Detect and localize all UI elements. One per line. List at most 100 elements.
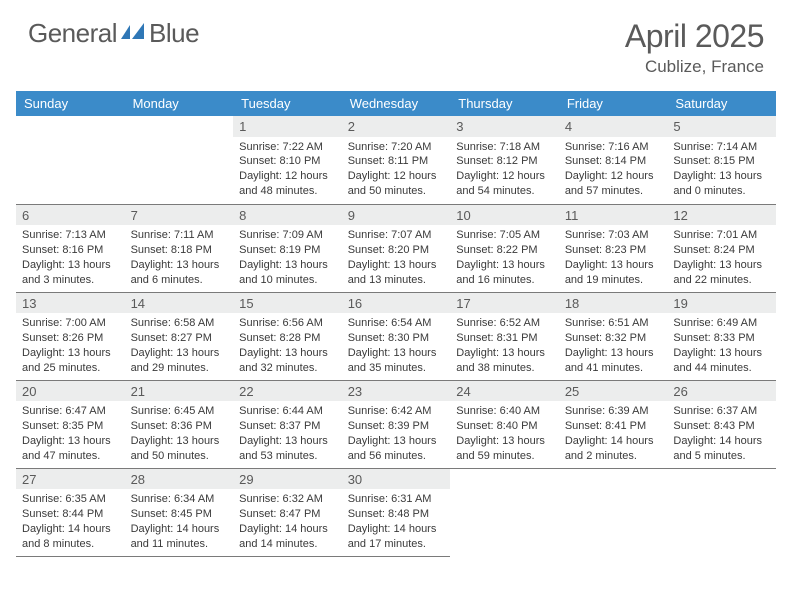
calendar-day-cell: 19Sunrise: 6:49 AMSunset: 8:33 PMDayligh… bbox=[667, 292, 776, 380]
calendar-day-cell bbox=[125, 116, 234, 204]
calendar-day-cell: 16Sunrise: 6:54 AMSunset: 8:30 PMDayligh… bbox=[342, 292, 451, 380]
calendar-day-cell: 2Sunrise: 7:20 AMSunset: 8:11 PMDaylight… bbox=[342, 116, 451, 204]
day-details: Sunrise: 7:18 AMSunset: 8:12 PMDaylight:… bbox=[450, 137, 559, 203]
day-details: Sunrise: 7:00 AMSunset: 8:26 PMDaylight:… bbox=[16, 313, 125, 379]
day-details: Sunrise: 6:47 AMSunset: 8:35 PMDaylight:… bbox=[16, 401, 125, 467]
day-number: 20 bbox=[16, 381, 125, 402]
day-details: Sunrise: 6:49 AMSunset: 8:33 PMDaylight:… bbox=[667, 313, 776, 379]
day-details: Sunrise: 7:11 AMSunset: 8:18 PMDaylight:… bbox=[125, 225, 234, 291]
calendar-day-cell: 26Sunrise: 6:37 AMSunset: 8:43 PMDayligh… bbox=[667, 380, 776, 468]
calendar-day-cell: 3Sunrise: 7:18 AMSunset: 8:12 PMDaylight… bbox=[450, 116, 559, 204]
day-number: 19 bbox=[667, 293, 776, 314]
day-details: Sunrise: 6:51 AMSunset: 8:32 PMDaylight:… bbox=[559, 313, 668, 379]
day-details: Sunrise: 6:45 AMSunset: 8:36 PMDaylight:… bbox=[125, 401, 234, 467]
day-details: Sunrise: 7:07 AMSunset: 8:20 PMDaylight:… bbox=[342, 225, 451, 291]
calendar-day-cell: 29Sunrise: 6:32 AMSunset: 8:47 PMDayligh… bbox=[233, 468, 342, 556]
calendar-day-cell: 23Sunrise: 6:42 AMSunset: 8:39 PMDayligh… bbox=[342, 380, 451, 468]
day-number: 1 bbox=[233, 116, 342, 137]
calendar-day-cell: 20Sunrise: 6:47 AMSunset: 8:35 PMDayligh… bbox=[16, 380, 125, 468]
day-number: 9 bbox=[342, 205, 451, 226]
day-number: 28 bbox=[125, 469, 234, 490]
day-number: 17 bbox=[450, 293, 559, 314]
location-label: Cublize, France bbox=[625, 57, 764, 77]
day-number: 11 bbox=[559, 205, 668, 226]
calendar-day-cell: 24Sunrise: 6:40 AMSunset: 8:40 PMDayligh… bbox=[450, 380, 559, 468]
day-number: 10 bbox=[450, 205, 559, 226]
day-details: Sunrise: 7:01 AMSunset: 8:24 PMDaylight:… bbox=[667, 225, 776, 291]
weekday-header: Thursday bbox=[450, 91, 559, 116]
brand-logo: General Blue bbox=[28, 18, 199, 49]
calendar-table: Sunday Monday Tuesday Wednesday Thursday… bbox=[16, 91, 776, 557]
day-number: 4 bbox=[559, 116, 668, 137]
day-details: Sunrise: 7:09 AMSunset: 8:19 PMDaylight:… bbox=[233, 225, 342, 291]
wave-icon bbox=[120, 21, 146, 46]
day-number: 13 bbox=[16, 293, 125, 314]
calendar-day-cell: 12Sunrise: 7:01 AMSunset: 8:24 PMDayligh… bbox=[667, 204, 776, 292]
day-number: 22 bbox=[233, 381, 342, 402]
day-number: 23 bbox=[342, 381, 451, 402]
day-details: Sunrise: 6:39 AMSunset: 8:41 PMDaylight:… bbox=[559, 401, 668, 467]
calendar-week-row: 27Sunrise: 6:35 AMSunset: 8:44 PMDayligh… bbox=[16, 468, 776, 556]
day-details: Sunrise: 7:22 AMSunset: 8:10 PMDaylight:… bbox=[233, 137, 342, 203]
day-number: 21 bbox=[125, 381, 234, 402]
day-details: Sunrise: 7:14 AMSunset: 8:15 PMDaylight:… bbox=[667, 137, 776, 203]
calendar-day-cell: 22Sunrise: 6:44 AMSunset: 8:37 PMDayligh… bbox=[233, 380, 342, 468]
day-number: 15 bbox=[233, 293, 342, 314]
calendar-day-cell: 9Sunrise: 7:07 AMSunset: 8:20 PMDaylight… bbox=[342, 204, 451, 292]
calendar-week-row: 1Sunrise: 7:22 AMSunset: 8:10 PMDaylight… bbox=[16, 116, 776, 204]
day-details: Sunrise: 6:37 AMSunset: 8:43 PMDaylight:… bbox=[667, 401, 776, 467]
day-number: 16 bbox=[342, 293, 451, 314]
calendar-day-cell bbox=[667, 468, 776, 556]
day-number: 5 bbox=[667, 116, 776, 137]
day-details: Sunrise: 7:05 AMSunset: 8:22 PMDaylight:… bbox=[450, 225, 559, 291]
day-details: Sunrise: 7:13 AMSunset: 8:16 PMDaylight:… bbox=[16, 225, 125, 291]
calendar-day-cell bbox=[16, 116, 125, 204]
weekday-header: Sunday bbox=[16, 91, 125, 116]
calendar-day-cell: 18Sunrise: 6:51 AMSunset: 8:32 PMDayligh… bbox=[559, 292, 668, 380]
day-details: Sunrise: 6:35 AMSunset: 8:44 PMDaylight:… bbox=[16, 489, 125, 555]
day-details: Sunrise: 7:16 AMSunset: 8:14 PMDaylight:… bbox=[559, 137, 668, 203]
day-details: Sunrise: 6:56 AMSunset: 8:28 PMDaylight:… bbox=[233, 313, 342, 379]
calendar-day-cell: 10Sunrise: 7:05 AMSunset: 8:22 PMDayligh… bbox=[450, 204, 559, 292]
day-details: Sunrise: 6:52 AMSunset: 8:31 PMDaylight:… bbox=[450, 313, 559, 379]
calendar-day-cell: 13Sunrise: 7:00 AMSunset: 8:26 PMDayligh… bbox=[16, 292, 125, 380]
calendar-day-cell: 27Sunrise: 6:35 AMSunset: 8:44 PMDayligh… bbox=[16, 468, 125, 556]
calendar-day-cell: 5Sunrise: 7:14 AMSunset: 8:15 PMDaylight… bbox=[667, 116, 776, 204]
day-details: Sunrise: 6:44 AMSunset: 8:37 PMDaylight:… bbox=[233, 401, 342, 467]
calendar-day-cell bbox=[450, 468, 559, 556]
calendar-day-cell: 25Sunrise: 6:39 AMSunset: 8:41 PMDayligh… bbox=[559, 380, 668, 468]
calendar-day-cell: 11Sunrise: 7:03 AMSunset: 8:23 PMDayligh… bbox=[559, 204, 668, 292]
day-details: Sunrise: 6:34 AMSunset: 8:45 PMDaylight:… bbox=[125, 489, 234, 555]
month-title: April 2025 bbox=[625, 18, 764, 55]
brand-text-1: General bbox=[28, 18, 117, 49]
calendar-day-cell: 7Sunrise: 7:11 AMSunset: 8:18 PMDaylight… bbox=[125, 204, 234, 292]
calendar-day-cell: 28Sunrise: 6:34 AMSunset: 8:45 PMDayligh… bbox=[125, 468, 234, 556]
weekday-header: Saturday bbox=[667, 91, 776, 116]
day-number: 18 bbox=[559, 293, 668, 314]
title-block: April 2025 Cublize, France bbox=[625, 18, 764, 77]
calendar-week-row: 13Sunrise: 7:00 AMSunset: 8:26 PMDayligh… bbox=[16, 292, 776, 380]
calendar-day-cell: 21Sunrise: 6:45 AMSunset: 8:36 PMDayligh… bbox=[125, 380, 234, 468]
calendar-day-cell: 4Sunrise: 7:16 AMSunset: 8:14 PMDaylight… bbox=[559, 116, 668, 204]
day-number: 3 bbox=[450, 116, 559, 137]
day-details: Sunrise: 6:42 AMSunset: 8:39 PMDaylight:… bbox=[342, 401, 451, 467]
day-details: Sunrise: 6:32 AMSunset: 8:47 PMDaylight:… bbox=[233, 489, 342, 555]
day-details: Sunrise: 6:40 AMSunset: 8:40 PMDaylight:… bbox=[450, 401, 559, 467]
day-number: 30 bbox=[342, 469, 451, 490]
day-details: Sunrise: 7:03 AMSunset: 8:23 PMDaylight:… bbox=[559, 225, 668, 291]
weekday-header: Tuesday bbox=[233, 91, 342, 116]
day-number: 6 bbox=[16, 205, 125, 226]
calendar-week-row: 6Sunrise: 7:13 AMSunset: 8:16 PMDaylight… bbox=[16, 204, 776, 292]
day-number: 14 bbox=[125, 293, 234, 314]
calendar-day-cell: 14Sunrise: 6:58 AMSunset: 8:27 PMDayligh… bbox=[125, 292, 234, 380]
calendar-day-cell: 8Sunrise: 7:09 AMSunset: 8:19 PMDaylight… bbox=[233, 204, 342, 292]
day-details: Sunrise: 6:31 AMSunset: 8:48 PMDaylight:… bbox=[342, 489, 451, 555]
day-details: Sunrise: 7:20 AMSunset: 8:11 PMDaylight:… bbox=[342, 137, 451, 203]
brand-text-2: Blue bbox=[149, 18, 199, 49]
calendar-day-cell: 30Sunrise: 6:31 AMSunset: 8:48 PMDayligh… bbox=[342, 468, 451, 556]
day-number: 7 bbox=[125, 205, 234, 226]
day-details: Sunrise: 6:54 AMSunset: 8:30 PMDaylight:… bbox=[342, 313, 451, 379]
calendar-day-cell: 6Sunrise: 7:13 AMSunset: 8:16 PMDaylight… bbox=[16, 204, 125, 292]
calendar-day-cell: 1Sunrise: 7:22 AMSunset: 8:10 PMDaylight… bbox=[233, 116, 342, 204]
day-details: Sunrise: 6:58 AMSunset: 8:27 PMDaylight:… bbox=[125, 313, 234, 379]
